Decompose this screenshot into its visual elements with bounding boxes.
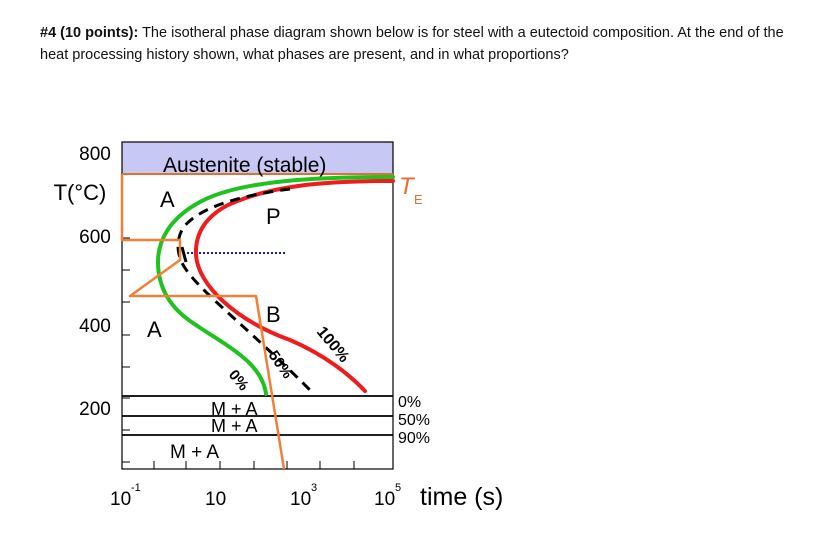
svg-text:10: 10: [205, 489, 226, 510]
austenite-lower-label: A: [147, 317, 162, 342]
austenite-stable-region: [122, 142, 393, 174]
finish-curve-label: 100%: [313, 324, 352, 366]
y-tick-400: 400: [79, 316, 111, 337]
transformation-finish-curve: [193, 179, 395, 393]
start-curve-label: 0%: [225, 367, 252, 395]
y-tick-800: 800: [79, 144, 111, 165]
svg-text:T: T: [399, 173, 416, 200]
x-axis-label: time (s): [420, 483, 503, 511]
svg-text:10: 10: [110, 489, 131, 510]
svg-text:-1: -1: [131, 482, 141, 494]
martensite-90-label: 90%: [398, 430, 430, 447]
svg-text:10: 10: [374, 489, 395, 510]
heat-processing-path: [120, 174, 286, 470]
path-marker: [180, 246, 188, 263]
martensite-austenite-label-2: M + A: [211, 416, 258, 436]
x-tick-3: 10 5: [374, 482, 401, 510]
plot-frame: [121, 141, 394, 470]
svg-text:E: E: [414, 192, 423, 207]
x-tick-0: 10 -1: [110, 482, 141, 510]
question-body: The isotheral phase diagram shown below …: [40, 25, 784, 63]
pearlite-label: P: [266, 204, 281, 229]
austenite-stable-label: Austenite (stable): [163, 154, 326, 177]
bainite-label: B: [266, 302, 281, 327]
martensite-austenite-label-3: M + A: [170, 442, 219, 463]
svg-text:5: 5: [395, 482, 401, 494]
question-label: #4 (10 points):: [40, 25, 139, 41]
austenite-upper-label: A: [160, 187, 175, 212]
svg-text:3: 3: [311, 482, 317, 494]
y-tick-600: 600: [79, 227, 111, 248]
martensite-0-label: 0%: [398, 394, 421, 411]
transformation-50-curve: [176, 187, 314, 394]
x-tick-2: 10 3: [290, 482, 317, 510]
martensite-austenite-label-1: M + A: [211, 399, 258, 419]
eutectoid-label: T E: [399, 173, 423, 207]
y-tick-200: 200: [79, 399, 111, 420]
question-text: #4 (10 points): The isotheral phase diag…: [40, 22, 810, 66]
martensite-lines: [122, 395, 393, 436]
transformation-start-curve: [155, 175, 395, 396]
x-tick-marks: [153, 461, 355, 469]
y-axis-label: T(°C): [54, 180, 107, 205]
svg-text:10: 10: [290, 489, 311, 510]
martensite-50-label: 50%: [398, 412, 430, 429]
x-tick-1: 10: [205, 489, 226, 510]
